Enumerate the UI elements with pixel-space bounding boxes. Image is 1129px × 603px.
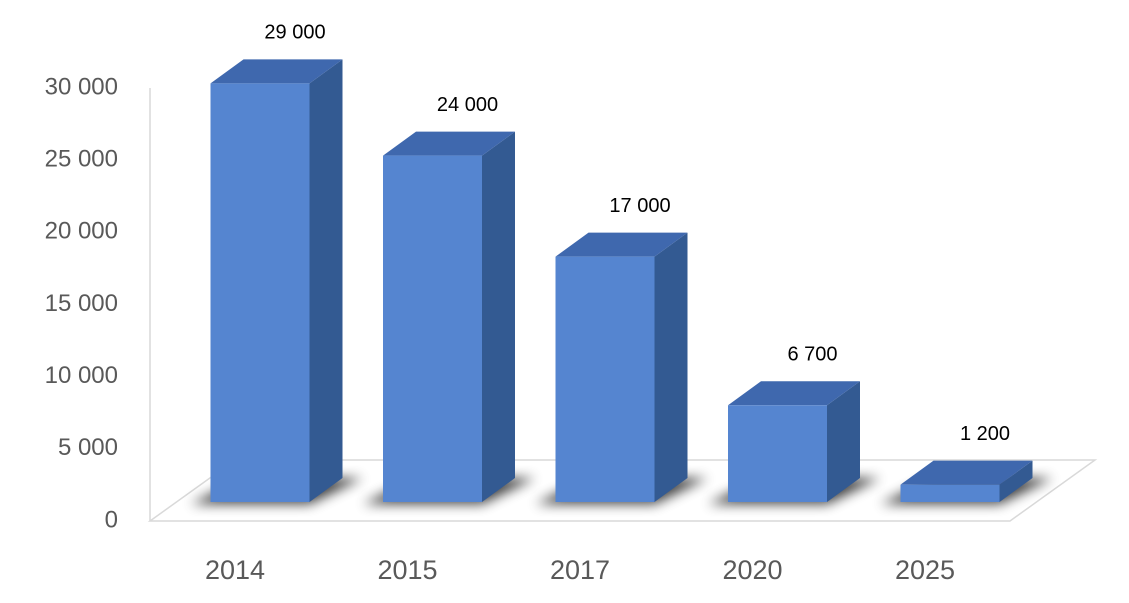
bar — [728, 405, 827, 502]
value-label: 29 000 — [264, 22, 325, 44]
x-tick-label: 2015 — [377, 555, 437, 585]
bar-top — [900, 460, 1033, 485]
x-tick-label: 2025 — [895, 555, 955, 585]
bar-side — [654, 232, 688, 502]
value-label: 24 000 — [437, 94, 498, 116]
bar — [555, 256, 655, 502]
y-tick-label: 25 000 — [45, 146, 118, 173]
bar-top — [728, 381, 860, 406]
y-tick-label: 5 000 — [58, 434, 118, 461]
y-tick-label: 0 — [105, 506, 118, 533]
y-tick-label: 30 000 — [45, 73, 118, 100]
value-label: 6 700 — [787, 344, 837, 366]
bar — [210, 83, 310, 502]
bar-side — [827, 381, 860, 502]
bar-top — [383, 131, 515, 156]
bar-side — [309, 59, 343, 502]
x-tick-label: 2017 — [550, 555, 610, 585]
floor — [147, 459, 1098, 522]
y-tick-label: 15 000 — [45, 290, 118, 317]
bar — [900, 484, 1000, 502]
bar-top — [555, 232, 688, 257]
value-label: 17 000 — [609, 195, 670, 217]
value-label: 1 200 — [960, 423, 1010, 445]
bar — [383, 155, 482, 502]
bar-side — [999, 460, 1033, 502]
y-tick-label: 10 000 — [45, 362, 118, 389]
x-tick-label: 2014 — [205, 555, 265, 585]
y-tick-label: 20 000 — [45, 218, 118, 245]
bar-side — [482, 131, 515, 502]
bar-top — [210, 59, 343, 84]
x-tick-label: 2020 — [722, 555, 782, 585]
